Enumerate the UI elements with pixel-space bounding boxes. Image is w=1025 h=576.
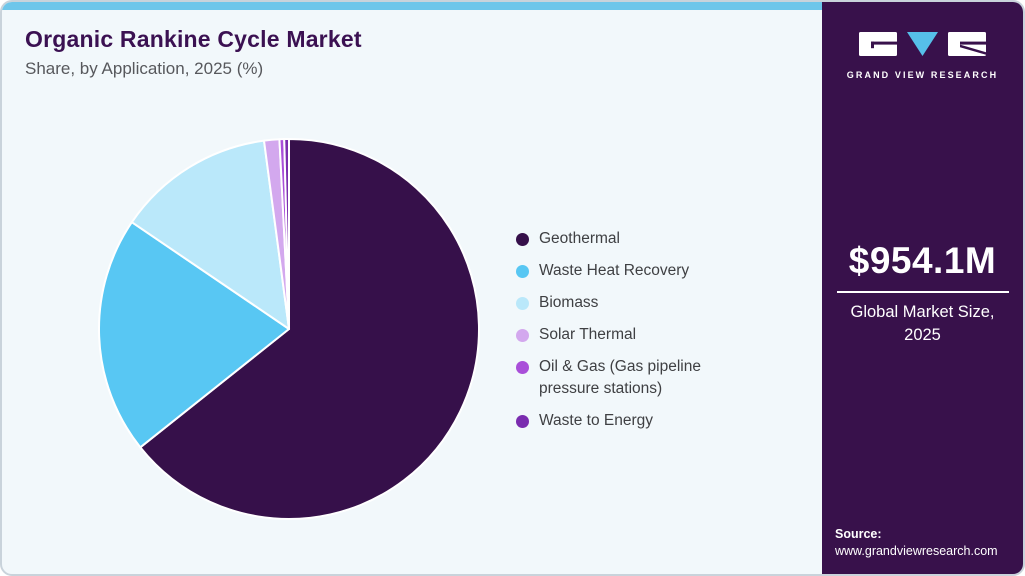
pie-slice-5 <box>283 138 290 330</box>
legend-item: Oil & Gas (Gas pipeline pressure station… <box>516 356 739 400</box>
chart-subtitle: Share, by Application, 2025 (%) <box>25 59 264 78</box>
main-area: Organic Rankine Cycle Market Share, by A… <box>2 2 826 574</box>
pie-slice-1 <box>98 221 290 449</box>
legend-dot-icon <box>516 415 529 428</box>
legend-item: Waste Heat Recovery <box>516 260 739 282</box>
legend-dot-icon <box>516 361 529 374</box>
source-label: Source: <box>835 527 882 541</box>
legend-item: Geothermal <box>516 228 739 250</box>
legend-item: Waste to Energy <box>516 410 739 432</box>
legend-label: Solar Thermal <box>539 326 637 343</box>
source-block: Source: www.grandviewresearch.com <box>835 527 998 558</box>
legend-label: Oil & Gas (Gas pipeline pressure station… <box>539 358 701 397</box>
market-size-block: $954.1M Global Market Size, 2025 <box>822 240 1023 347</box>
logo-wordmark: GRAND VIEW RESEARCH <box>846 70 999 80</box>
source-url: www.grandviewresearch.com <box>835 544 998 558</box>
pie-slice-0 <box>139 138 481 520</box>
legend-label: Geothermal <box>539 230 620 247</box>
right-panel: GRAND VIEW RESEARCH $954.1M Global Marke… <box>822 2 1023 574</box>
gvr-logo-icon <box>859 32 986 56</box>
market-size-value: $954.1M <box>848 240 997 281</box>
pie-chart-wrap <box>89 129 489 529</box>
market-size-caption: Global Market Size, 2025 <box>850 303 995 345</box>
legend-dot-icon <box>516 233 529 246</box>
legend-item: Solar Thermal <box>516 324 739 346</box>
logo-g-shape <box>859 32 897 56</box>
legend-label: Biomass <box>539 294 599 311</box>
market-size-divider <box>836 291 1009 293</box>
legend: Geothermal Waste Heat Recovery Biomass Sola… <box>516 228 739 432</box>
legend-dot-icon <box>516 265 529 278</box>
legend-dot-icon <box>516 329 529 342</box>
legend-dot-icon <box>516 297 529 310</box>
pie-chart <box>98 138 481 520</box>
legend-item: Biomass <box>516 292 739 314</box>
legend-label: Waste Heat Recovery <box>539 262 690 279</box>
legend-label: Waste to Energy <box>539 412 654 429</box>
gvr-logo: GRAND VIEW RESEARCH <box>822 31 1023 80</box>
title-block: Organic Rankine Cycle Market Share, by A… <box>25 26 362 79</box>
pie-slice-2 <box>130 139 290 330</box>
chart-title: Organic Rankine Cycle Market <box>25 26 362 52</box>
logo-r-shape <box>948 32 986 56</box>
logo-v-shape <box>907 32 938 56</box>
top-accent-bar <box>2 2 826 10</box>
